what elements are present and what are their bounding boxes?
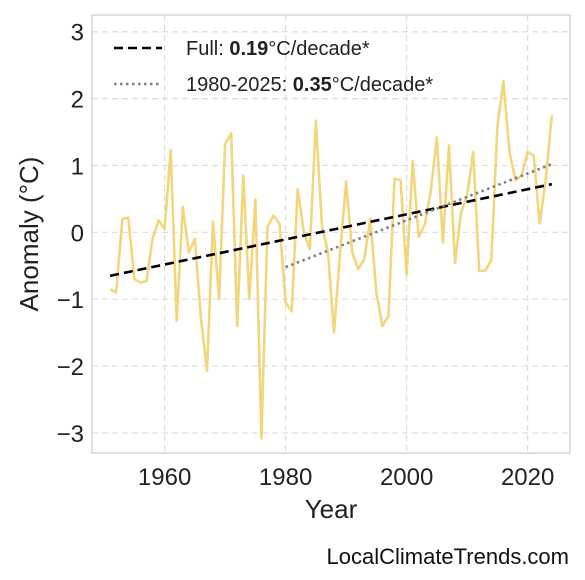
y-tick-label: 2	[71, 87, 84, 114]
y-tick-label: 3	[71, 20, 84, 47]
x-tick-label: 1980	[259, 464, 312, 491]
trend-line	[285, 162, 553, 269]
legend-value: 0.19	[229, 38, 268, 60]
x-tick-label: 2020	[501, 464, 554, 491]
x-axis-label: Year	[305, 494, 358, 524]
y-tick-label: −2	[57, 354, 84, 381]
x-tick-label: 2000	[380, 464, 433, 491]
legend-unit: °C/decade*	[268, 38, 370, 60]
series-line	[109, 79, 554, 440]
grid	[92, 15, 570, 453]
legend-entry: Full: 0.19°C/decade*	[186, 38, 370, 60]
legend-entry: 1980-2025: 0.35°C/decade*	[186, 74, 433, 96]
legend: Full: 0.19°C/decade*1980-2025: 0.35°C/de…	[114, 38, 433, 96]
y-tick-labels: 3 2 1 0 −1 −2 −3	[57, 20, 84, 448]
y-tick-label: −3	[57, 421, 84, 448]
y-tick-label: −1	[57, 287, 84, 314]
y-axis-label: Anomaly (°C)	[14, 157, 44, 312]
plot-frame	[91, 14, 571, 454]
legend-unit: °C/decade*	[332, 74, 434, 96]
legend-value: 0.35	[293, 74, 332, 96]
trend-layer	[109, 162, 553, 278]
x-tick-label: 1960	[138, 464, 191, 491]
legend-label: 1980-2025:	[186, 74, 293, 96]
y-tick-label: 1	[71, 153, 84, 180]
credit-text: LocalClimateTrends.com	[326, 544, 570, 569]
x-tick-labels: 1960 1980 2000 2020	[138, 464, 554, 491]
y-tick-label: 0	[71, 220, 84, 247]
legend-label: Full:	[186, 38, 229, 60]
trend-line	[109, 182, 553, 278]
series-layer	[109, 79, 554, 440]
